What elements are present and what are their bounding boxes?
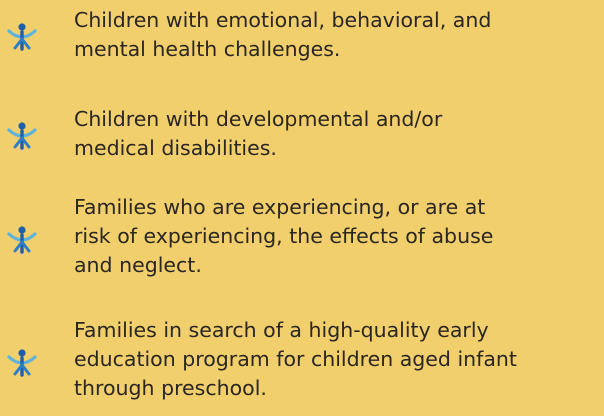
item-text: mental health challenges.	[74, 37, 341, 61]
bullet-icon	[6, 347, 38, 377]
item-text: education program for children aged infa…	[74, 347, 517, 371]
item-text: Families in search of a high-quality ear…	[74, 318, 489, 342]
item-text: Children with emotional, behavioral, and	[74, 8, 492, 32]
item-text: Families who are experiencing, or are at	[74, 195, 486, 219]
item-text: through preschool.	[74, 376, 267, 400]
bullet-icon	[6, 21, 38, 51]
item-text: medical disabilities.	[74, 136, 277, 160]
bullet-icon	[6, 224, 38, 254]
item-text: Children with developmental and/or	[74, 107, 443, 131]
item-text: risk of experiencing, the effects of abu…	[74, 224, 494, 248]
bullet-icon	[6, 120, 38, 150]
item-text: and neglect.	[74, 253, 202, 277]
